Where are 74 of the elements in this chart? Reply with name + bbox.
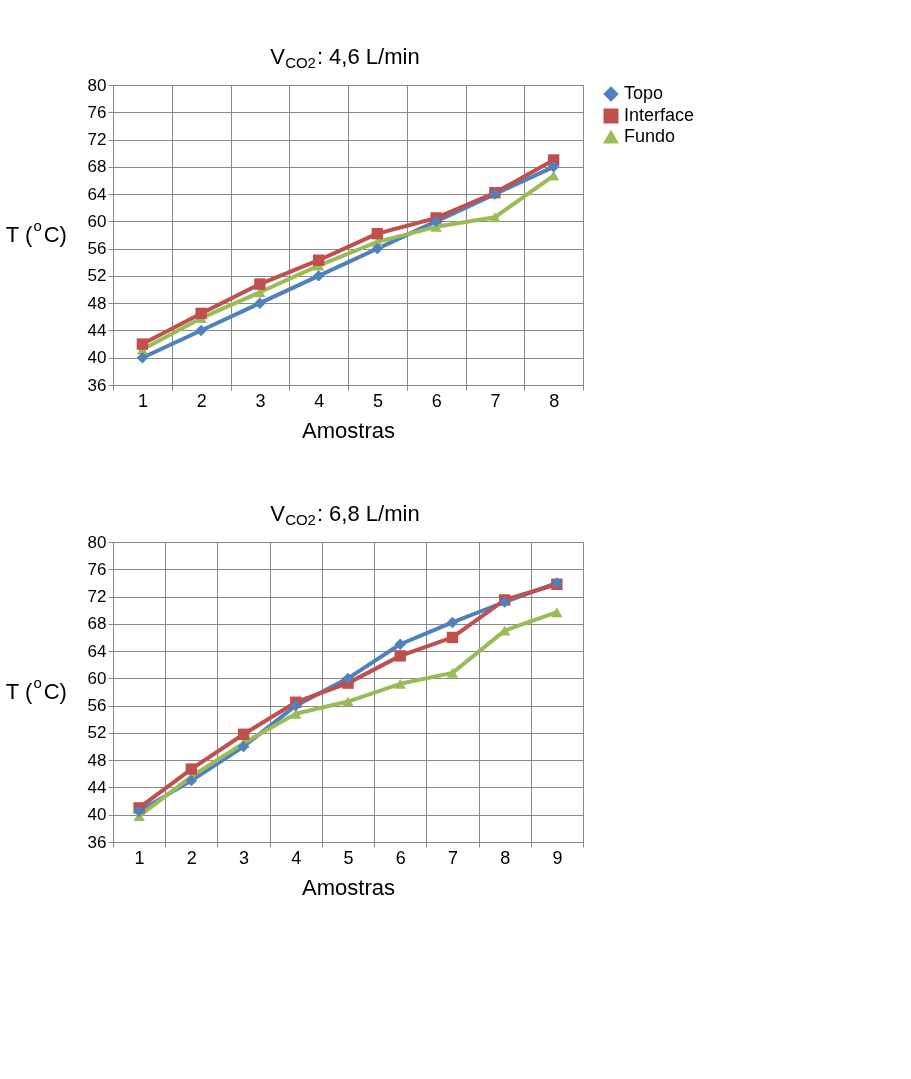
- point: [394, 638, 406, 650]
- y-tick-label: 36: [87, 832, 107, 852]
- y-tick-label: 64: [87, 641, 107, 661]
- point: [342, 696, 354, 707]
- y-tick-label: 76: [87, 102, 107, 122]
- y-tick-label: 52: [87, 266, 107, 286]
- x-tick-label: 4: [291, 847, 302, 868]
- y-tick-label: 76: [87, 559, 107, 579]
- point: [342, 672, 354, 685]
- x-tick-label: 1: [134, 847, 145, 868]
- point: [446, 616, 459, 629]
- point: [237, 740, 250, 753]
- point: [254, 278, 266, 290]
- point: [195, 324, 207, 337]
- y-tick-label: 72: [87, 587, 107, 607]
- point: [446, 667, 459, 678]
- x-tick-label: 6: [431, 390, 442, 411]
- x-tick-label: 3: [239, 847, 250, 868]
- y-tick-label: 40: [87, 805, 107, 825]
- x-tick-label: 9: [552, 847, 563, 868]
- x-tick-label: 3: [255, 390, 266, 411]
- point: [547, 161, 560, 173]
- x-tick-label: 7: [490, 390, 501, 411]
- point: [195, 307, 207, 320]
- y-tick-label: 56: [87, 696, 107, 716]
- legend-label: Fundo: [624, 126, 676, 146]
- y-tick-label: 48: [87, 750, 107, 770]
- point: [290, 699, 302, 712]
- legend-label: Topo: [624, 83, 664, 103]
- y-tick-label: 40: [87, 348, 107, 368]
- x-tick-label: 5: [372, 390, 383, 411]
- x-tick-label: 8: [500, 847, 511, 868]
- y-tick-label: 48: [87, 293, 107, 313]
- point: [312, 254, 325, 266]
- point: [185, 774, 198, 787]
- point: [133, 805, 145, 818]
- y-tick-label: 68: [87, 614, 107, 634]
- point: [136, 352, 149, 364]
- x-axis-title: Amostras: [302, 417, 395, 443]
- x-axis-title: Amostras: [302, 874, 395, 900]
- point: [371, 227, 384, 240]
- y-tick-label: 52: [87, 723, 107, 743]
- y-tick-label: 80: [87, 75, 107, 95]
- y-tick-label: 44: [87, 320, 107, 340]
- point: [371, 242, 384, 255]
- x-tick-label: 6: [395, 847, 406, 868]
- y-tick-label: 60: [87, 668, 107, 688]
- x-tick-label: 2: [186, 847, 197, 868]
- x-tick-label: 8: [549, 390, 560, 411]
- point: [394, 678, 406, 689]
- x-tick-label: 1: [137, 390, 148, 411]
- point: [394, 650, 406, 662]
- point: [430, 215, 442, 228]
- x-tick-label: 4: [314, 390, 325, 411]
- point: [136, 338, 149, 350]
- point: [237, 728, 250, 740]
- y-tick-label: 36: [87, 375, 107, 395]
- point: [185, 763, 198, 775]
- x-tick-label: 7: [447, 847, 458, 868]
- y-tick-label: 80: [87, 532, 107, 552]
- x-tick-label: 5: [343, 847, 354, 868]
- y-tick-label: 56: [87, 239, 107, 259]
- y-tick-label: 68: [87, 157, 107, 177]
- y-tick-label: 64: [87, 184, 107, 204]
- point: [254, 297, 266, 309]
- x-tick-label: 2: [196, 390, 207, 411]
- y-tick-label: 44: [87, 777, 107, 797]
- point: [312, 270, 325, 282]
- point: [489, 212, 501, 223]
- point: [551, 607, 563, 618]
- legend-label: Interface: [624, 105, 695, 125]
- y-tick-label: 72: [87, 130, 107, 150]
- point: [446, 631, 459, 644]
- y-tick-label: 60: [87, 211, 107, 231]
